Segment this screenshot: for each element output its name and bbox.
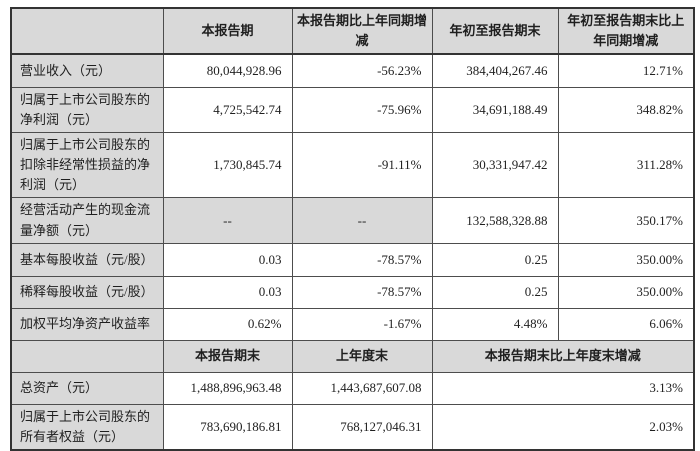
- row-label: 总资产（元）: [10, 371, 164, 405]
- cell-ytd-yoy-change: 311.28%: [557, 132, 695, 199]
- header-period-yoy-change: 本报告期比上年同期增减: [291, 7, 433, 56]
- header-ytd-yoy-change: 年初至报告期末比上年同期增减: [557, 7, 695, 56]
- cell-ytd-yoy-change: 6.06%: [557, 307, 695, 341]
- cell-period-end: 1,488,896,963.48: [162, 371, 293, 405]
- cell-current-period: 0.03: [162, 242, 293, 277]
- row-label: 基本每股收益（元/股）: [10, 242, 164, 277]
- financial-summary-table: 本报告期 本报告期比上年同期增减 年初至报告期末 年初至报告期末比上年同期增减 …: [10, 7, 695, 451]
- table-row-operating-cash-flow: 经营活动产生的现金流量净额（元） -- -- 132,588,328.88 35…: [10, 197, 695, 244]
- cell-prior-year-end: 768,127,046.31: [291, 403, 433, 451]
- cell-period-yoy-change: --: [291, 197, 433, 244]
- cell-ytd-yoy-change: 350.00%: [557, 242, 695, 277]
- row-label: 加权平均净资产收益率: [10, 307, 164, 341]
- cell-change-vs-prior-year-end: 3.13%: [431, 371, 695, 405]
- cell-period-end: 783,690,186.81: [162, 403, 293, 451]
- row-label: 归属于上市公司股东的净利润（元）: [10, 86, 164, 134]
- cell-current-period: 1,730,845.74: [162, 132, 293, 199]
- cell-current-period: 0.62%: [162, 307, 293, 341]
- row-label: 归属于上市公司股东的所有者权益（元）: [10, 403, 164, 451]
- cell-ytd: 4.48%: [431, 307, 559, 341]
- table-row-weighted-avg-roe: 加权平均净资产收益率 0.62% -1.67% 4.48% 6.06%: [10, 307, 695, 341]
- cell-current-period: 0.03: [162, 275, 293, 309]
- cell-period-yoy-change: -1.67%: [291, 307, 433, 341]
- header-ytd: 年初至报告期末: [431, 7, 559, 56]
- table-row-operating-revenue: 营业收入（元） 80,044,928.96 -56.23% 384,404,26…: [10, 53, 695, 88]
- cell-change-vs-prior-year-end: 2.03%: [431, 403, 695, 451]
- cell-ytd: 0.25: [431, 275, 559, 309]
- table-row-shareholders-equity: 归属于上市公司股东的所有者权益（元） 783,690,186.81 768,12…: [10, 403, 695, 451]
- table-header-row-period-end: 本报告期末 上年度末 本报告期末比上年度末增减: [10, 339, 695, 373]
- cell-period-yoy-change: -78.57%: [291, 275, 433, 309]
- cell-ytd-yoy-change: 348.82%: [557, 86, 695, 134]
- cell-ytd: 132,588,328.88: [431, 197, 559, 244]
- cell-current-period: --: [162, 197, 293, 244]
- cell-ytd-yoy-change: 350.17%: [557, 197, 695, 244]
- header-empty-cell: [10, 339, 164, 373]
- cell-prior-year-end: 1,443,687,607.08: [291, 371, 433, 405]
- cell-current-period: 4,725,542.74: [162, 86, 293, 134]
- row-label: 归属于上市公司股东的扣除非经常性损益的净利润（元）: [10, 132, 164, 199]
- header-empty-cell: [10, 7, 164, 56]
- cell-ytd-yoy-change: 12.71%: [557, 53, 695, 88]
- header-period-end: 本报告期末: [162, 339, 293, 373]
- cell-ytd: 34,691,188.49: [431, 86, 559, 134]
- cell-period-yoy-change: -78.57%: [291, 242, 433, 277]
- cell-ytd: 0.25: [431, 242, 559, 277]
- table-row-diluted-eps: 稀释每股收益（元/股） 0.03 -78.57% 0.25 350.00%: [10, 275, 695, 309]
- cell-period-yoy-change: -91.11%: [291, 132, 433, 199]
- cell-period-yoy-change: -75.96%: [291, 86, 433, 134]
- table-row-basic-eps: 基本每股收益（元/股） 0.03 -78.57% 0.25 350.00%: [10, 242, 695, 277]
- cell-ytd-yoy-change: 350.00%: [557, 275, 695, 309]
- table-header-row-period: 本报告期 本报告期比上年同期增减 年初至报告期末 年初至报告期末比上年同期增减: [10, 7, 695, 56]
- row-label: 经营活动产生的现金流量净额（元）: [10, 197, 164, 244]
- header-change-vs-prior-year-end: 本报告期末比上年度末增减: [431, 339, 695, 373]
- row-label: 营业收入（元）: [10, 53, 164, 88]
- cell-current-period: 80,044,928.96: [162, 53, 293, 88]
- row-label: 稀释每股收益（元/股）: [10, 275, 164, 309]
- header-current-period: 本报告期: [162, 7, 293, 56]
- cell-ytd: 30,331,947.42: [431, 132, 559, 199]
- table-row-net-profit-excl-nonrecurring: 归属于上市公司股东的扣除非经常性损益的净利润（元） 1,730,845.74 -…: [10, 132, 695, 199]
- header-prior-year-end: 上年度末: [291, 339, 433, 373]
- cell-ytd: 384,404,267.46: [431, 53, 559, 88]
- table-row-net-profit: 归属于上市公司股东的净利润（元） 4,725,542.74 -75.96% 34…: [10, 86, 695, 134]
- table-row-total-assets: 总资产（元） 1,488,896,963.48 1,443,687,607.08…: [10, 371, 695, 405]
- cell-period-yoy-change: -56.23%: [291, 53, 433, 88]
